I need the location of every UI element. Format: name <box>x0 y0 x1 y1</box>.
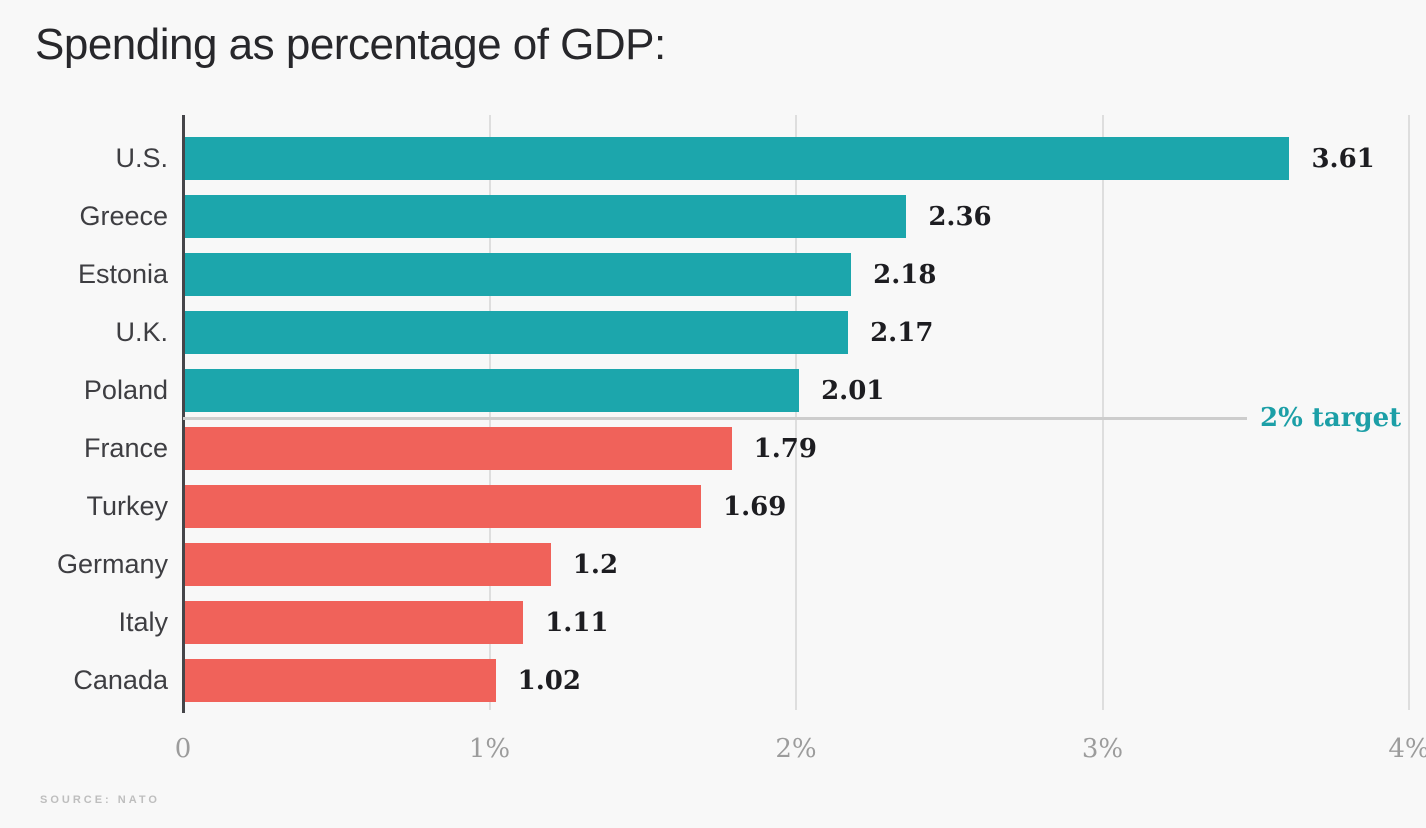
plot-area: 3.61 2.36 2.18 2.17 2.01 1.79 1.69 1.2 1.11 1.02 … <box>175 115 1426 764</box>
category-label-canada: Canada <box>73 665 168 695</box>
category-axis: U.S. Greece Estonia U.K. Poland France Turkey G… <box>0 115 168 710</box>
gridline-2% <box>795 115 797 710</box>
value-label-italy: 1.11 <box>545 607 609 638</box>
category-label-france: France <box>83 433 168 463</box>
gridline-4% <box>1408 115 1410 710</box>
gridline-1% <box>488 115 491 710</box>
xtick-3pct: 3% <box>1081 734 1124 764</box>
value-axis: 0 1% 2% 3% 4% <box>175 734 1426 768</box>
xtick-0: 0 <box>174 734 192 764</box>
target-line <box>183 417 1247 420</box>
category-label-estonia: Estonia <box>77 259 168 289</box>
category-label-greece: Greece <box>79 201 168 231</box>
category-label-poland: Poland <box>83 375 168 405</box>
value-label-germany: 1.2 <box>572 549 619 580</box>
value-label-greece: 2.36 <box>928 201 992 232</box>
zero-axis-line <box>182 115 185 713</box>
bar-canada <box>183 659 496 702</box>
bar-france <box>183 427 732 470</box>
value-label-poland: 2.01 <box>821 375 885 406</box>
target-label: 2% target <box>1260 403 1402 433</box>
xtick-2pct: 2% <box>775 734 817 764</box>
bar-uk <box>183 311 849 354</box>
value-label-estonia: 2.18 <box>873 259 937 290</box>
bar-greece <box>183 195 907 238</box>
bar-italy <box>183 601 524 644</box>
xtick-4pct: 4% <box>1388 734 1426 764</box>
value-label-turkey: 1.69 <box>722 491 787 522</box>
chart-title: Spending as percentage of GDP: <box>35 20 666 69</box>
category-label-germany: Germany <box>56 549 168 579</box>
value-label-uk: 2.17 <box>870 317 934 348</box>
category-label-uk: U.K. <box>115 317 168 347</box>
bar-us <box>183 137 1290 180</box>
bar-poland <box>183 369 800 412</box>
bar-estonia <box>183 253 852 296</box>
source-credit: SOURCE: NATO <box>40 794 160 806</box>
xtick-1pct: 1% <box>468 734 511 764</box>
bar-germany <box>183 543 551 586</box>
value-label-france: 1.79 <box>753 433 817 464</box>
value-label-us: 3.61 <box>1311 143 1375 174</box>
category-label-us: U.S. <box>115 143 168 173</box>
category-label-italy: Italy <box>118 607 168 637</box>
value-label-canada: 1.02 <box>517 665 581 696</box>
gridline-3% <box>1101 115 1104 710</box>
bar-turkey <box>183 485 701 528</box>
category-label-turkey: Turkey <box>86 491 168 521</box>
